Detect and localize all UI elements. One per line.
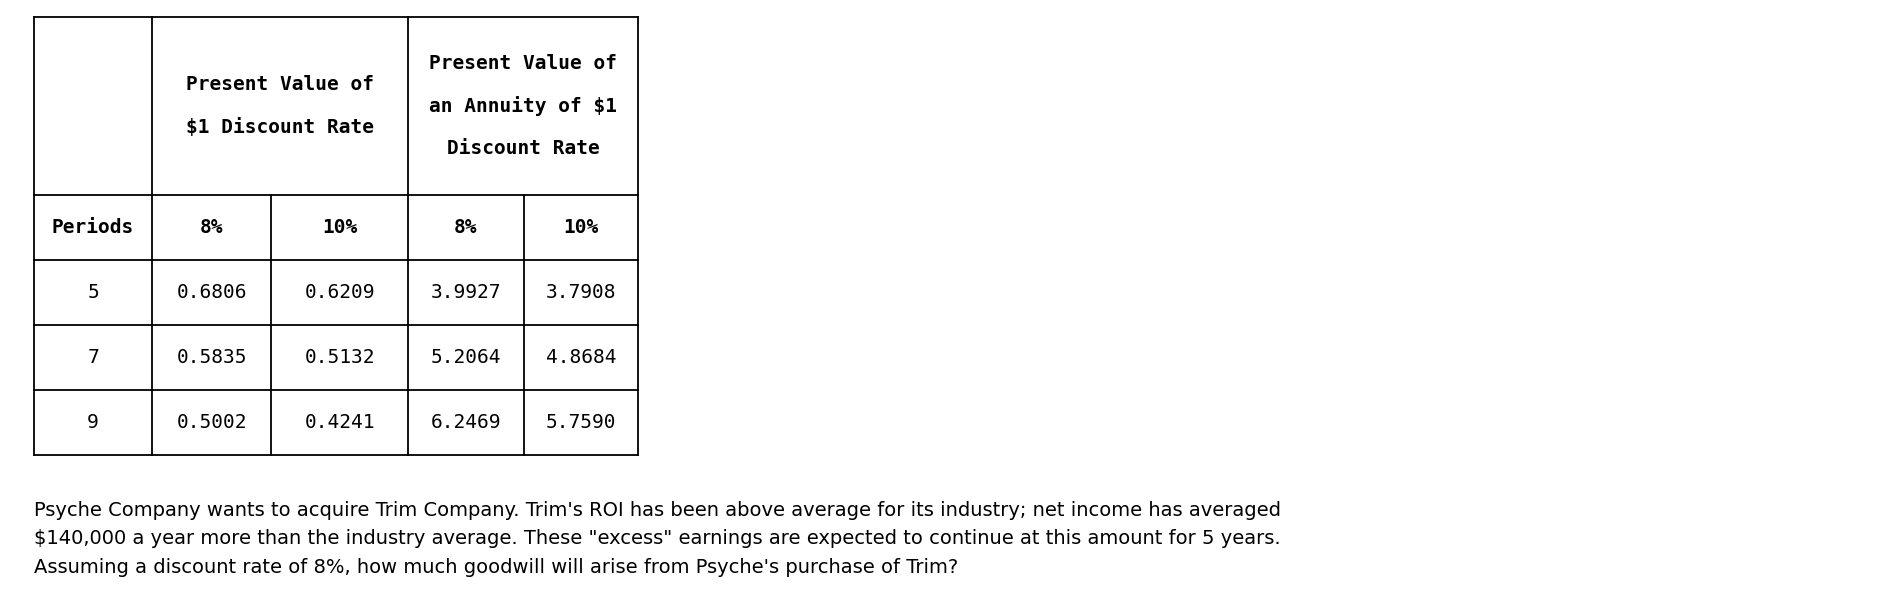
Text: 5.2064: 5.2064 [431,348,501,368]
Text: Periods: Periods [51,218,135,237]
Text: Discount Rate: Discount Rate [446,139,600,158]
Text: 0.5132: 0.5132 [304,348,376,368]
Text: Present Value of: Present Value of [186,76,374,94]
Text: 8%: 8% [454,218,478,237]
Text: an Annuity of $1: an Annuity of $1 [429,96,617,116]
Text: 4.8684: 4.8684 [545,348,617,368]
Text: 0.4241: 0.4241 [304,414,376,432]
Text: 0.6806: 0.6806 [177,283,247,302]
Text: 0.6209: 0.6209 [304,283,376,302]
Text: 5: 5 [87,283,99,302]
Text: 9: 9 [87,414,99,432]
Text: 3.7908: 3.7908 [545,283,617,302]
Text: 5.7590: 5.7590 [545,414,617,432]
Text: 3.9927: 3.9927 [431,283,501,302]
Text: $1 Discount Rate: $1 Discount Rate [186,118,374,137]
Text: 10%: 10% [564,218,598,237]
Text: 6.2469: 6.2469 [431,414,501,432]
Text: 8%: 8% [199,218,224,237]
Text: 7: 7 [87,348,99,368]
Text: Present Value of: Present Value of [429,54,617,73]
Text: Psyche Company wants to acquire Trim Company. Trim's ROI has been above average : Psyche Company wants to acquire Trim Com… [34,501,1281,577]
Text: 0.5835: 0.5835 [177,348,247,368]
Text: 0.5002: 0.5002 [177,414,247,432]
Text: 10%: 10% [323,218,357,237]
